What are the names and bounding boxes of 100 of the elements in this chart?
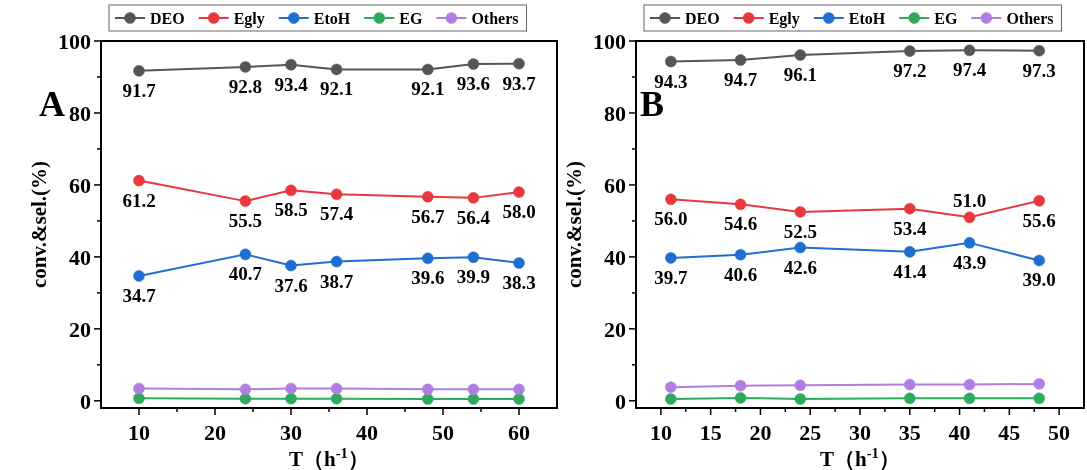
- data-label: 97.3: [1022, 59, 1056, 81]
- point: [513, 57, 525, 70]
- text: A: [39, 84, 65, 124]
- point: [467, 393, 480, 405]
- point: [513, 257, 525, 269]
- point: [794, 379, 807, 392]
- y-tick-label: 40: [69, 244, 91, 270]
- point: [422, 252, 434, 265]
- y-tick-label: 80: [604, 100, 626, 126]
- point: [963, 44, 976, 57]
- legend-label: Others: [1006, 10, 1054, 27]
- point: [467, 192, 480, 204]
- point: [467, 58, 480, 70]
- point: [133, 65, 145, 77]
- data-label: 42.6: [783, 256, 817, 278]
- point: [133, 270, 145, 282]
- legend-label: EG: [934, 10, 958, 27]
- point: [330, 392, 343, 405]
- data-label: 92.8: [228, 75, 263, 97]
- point: [665, 193, 677, 206]
- legend-label: EtoH: [313, 10, 351, 27]
- point: [904, 378, 916, 391]
- data-label: 39.0: [1022, 269, 1056, 291]
- data-label: 55.6: [1022, 209, 1056, 231]
- data-label: 53.4: [893, 217, 927, 239]
- point: [963, 378, 976, 391]
- x-tick-label: 25: [799, 420, 822, 445]
- point: [734, 392, 747, 404]
- point: [239, 195, 252, 207]
- point: [665, 55, 677, 68]
- point: [239, 248, 252, 261]
- point: [422, 393, 434, 405]
- data-label: 56.0: [654, 208, 688, 230]
- data-label: 54.6: [723, 213, 758, 235]
- point: [239, 61, 252, 73]
- point: [422, 383, 434, 396]
- legend-label: Egly: [233, 10, 265, 28]
- point: [904, 392, 916, 405]
- data-label: 52.5: [783, 220, 817, 242]
- x-tick-label: 10: [128, 420, 150, 445]
- point: [513, 383, 525, 396]
- data-label: 56.4: [456, 206, 491, 228]
- data-label: 93.4: [274, 73, 309, 95]
- data-label: 57.4: [319, 203, 354, 225]
- point: [239, 383, 252, 396]
- y-tick-label: 40: [604, 244, 626, 270]
- point: [467, 251, 480, 263]
- data-label: 38.3: [502, 272, 536, 293]
- point: [963, 237, 976, 249]
- x-tick-label: 10: [649, 420, 672, 445]
- data-label: 94.7: [723, 69, 758, 91]
- x-tick-label: 60: [508, 420, 530, 445]
- y-tick-label: 60: [604, 172, 626, 198]
- point: [963, 392, 976, 405]
- point: [904, 246, 916, 258]
- data-label: 40.7: [228, 263, 263, 285]
- data-label: 37.6: [274, 274, 308, 296]
- data-label: 92.1: [411, 78, 445, 100]
- y-tick-label: 80: [69, 100, 91, 126]
- x-tick-label: 30: [280, 420, 302, 445]
- point: [734, 198, 747, 211]
- data-label: 97.4: [952, 59, 987, 81]
- point: [330, 255, 343, 268]
- point: [330, 188, 343, 201]
- legend-label: EtoH: [848, 10, 886, 27]
- data-label: 55.5: [228, 210, 263, 232]
- y-tick-label: 0: [615, 388, 626, 414]
- point: [665, 252, 677, 264]
- x-tick-label: 50: [432, 420, 454, 445]
- point: [904, 202, 916, 215]
- point: [285, 382, 297, 395]
- data-label: 51.0: [952, 190, 987, 212]
- y-axis-title: conv.&sel.(%): [27, 160, 51, 289]
- legend-label: Egly: [768, 10, 800, 28]
- point: [285, 184, 297, 197]
- legend-label: Others: [471, 10, 519, 27]
- x-tick-label: 20: [204, 420, 226, 445]
- point: [734, 54, 747, 66]
- y-tick-label: 0: [80, 388, 91, 414]
- data-label: 61.2: [122, 189, 156, 211]
- point: [904, 45, 916, 57]
- point: [794, 241, 807, 254]
- x-axis-title: T（h$^{-1}$）: [289, 445, 369, 470]
- point: [285, 59, 297, 71]
- x-tick-label: 40: [948, 420, 971, 445]
- point: [422, 191, 434, 203]
- legend-label: EG: [399, 10, 423, 27]
- data-label: 41.4: [893, 260, 927, 282]
- data-label: 56.7: [411, 205, 445, 227]
- data-label: 93.7: [502, 72, 537, 94]
- point: [467, 383, 480, 396]
- data-label: 91.7: [122, 79, 157, 101]
- point: [513, 393, 525, 405]
- point: [285, 259, 297, 272]
- point: [133, 382, 145, 395]
- point: [1033, 44, 1045, 57]
- x-axis-title: T（h$^{-1}$）: [820, 445, 900, 470]
- legend-label: DEO: [685, 10, 720, 27]
- data-label: 97.2: [893, 60, 927, 82]
- data-label: 39.6: [411, 267, 445, 289]
